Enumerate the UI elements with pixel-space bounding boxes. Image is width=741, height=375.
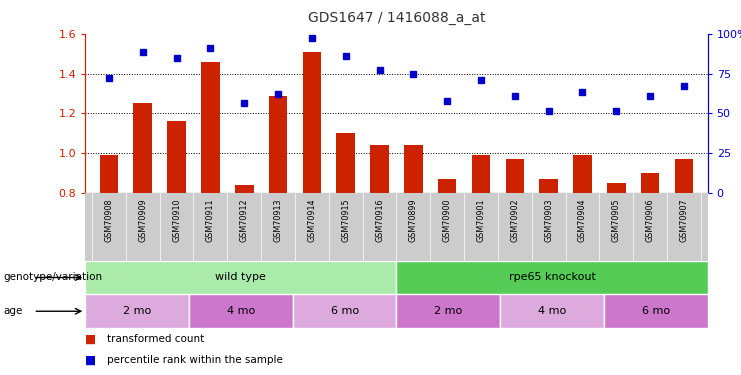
Text: 6 mo: 6 mo — [330, 306, 359, 316]
Text: GSM70910: GSM70910 — [172, 198, 181, 242]
Bar — [85, 261, 396, 294]
Text: age: age — [4, 306, 23, 316]
Text: genotype/variation: genotype/variation — [4, 273, 103, 282]
Text: GSM70916: GSM70916 — [375, 198, 384, 242]
Text: GSM70901: GSM70901 — [476, 198, 485, 242]
Text: GSM70903: GSM70903 — [544, 198, 554, 242]
Bar — [269, 96, 288, 193]
Text: percentile rank within the sample: percentile rank within the sample — [107, 356, 283, 366]
Text: 2 mo: 2 mo — [123, 306, 151, 316]
Bar — [500, 294, 604, 328]
Text: transformed count: transformed count — [107, 334, 205, 344]
Text: 6 mo: 6 mo — [642, 306, 670, 316]
Bar — [472, 155, 491, 193]
Bar — [674, 159, 694, 193]
Bar — [99, 155, 119, 193]
Text: GSM70912: GSM70912 — [239, 198, 249, 242]
Bar — [396, 294, 500, 328]
Bar — [235, 185, 253, 193]
Text: GSM70909: GSM70909 — [139, 198, 147, 242]
Text: rpe65 knockout: rpe65 knockout — [508, 273, 596, 282]
Text: 2 mo: 2 mo — [434, 306, 462, 316]
Text: 4 mo: 4 mo — [227, 306, 255, 316]
Bar — [302, 52, 321, 193]
Bar — [607, 183, 625, 193]
Bar — [85, 294, 189, 328]
Text: GSM70905: GSM70905 — [612, 198, 621, 242]
Text: GSM70911: GSM70911 — [206, 198, 215, 242]
Text: 4 mo: 4 mo — [538, 306, 566, 316]
Bar — [539, 179, 558, 193]
Text: wild type: wild type — [216, 273, 266, 282]
Bar — [370, 146, 389, 193]
Text: GDS1647 / 1416088_a_at: GDS1647 / 1416088_a_at — [308, 11, 485, 25]
Text: GSM70902: GSM70902 — [511, 198, 519, 242]
Bar — [189, 294, 293, 328]
Bar — [604, 294, 708, 328]
Bar — [404, 146, 422, 193]
Bar — [336, 134, 355, 193]
Text: GSM70908: GSM70908 — [104, 198, 113, 242]
Text: GSM70906: GSM70906 — [645, 198, 654, 242]
Text: GSM70899: GSM70899 — [409, 198, 418, 242]
Text: GSM70907: GSM70907 — [679, 198, 688, 242]
Text: GSM70900: GSM70900 — [442, 198, 452, 242]
Bar — [396, 261, 708, 294]
Bar — [201, 62, 219, 193]
Bar — [505, 159, 524, 193]
Bar — [133, 104, 152, 193]
Bar — [574, 155, 592, 193]
Bar — [293, 294, 396, 328]
Text: GSM70915: GSM70915 — [341, 198, 350, 242]
Text: GSM70913: GSM70913 — [273, 198, 282, 242]
Bar — [438, 179, 456, 193]
Text: GSM70914: GSM70914 — [308, 198, 316, 242]
Text: GSM70904: GSM70904 — [578, 198, 587, 242]
Text: ■: ■ — [85, 332, 96, 345]
Bar — [641, 173, 659, 193]
Bar — [167, 122, 186, 193]
Text: ■: ■ — [85, 354, 96, 367]
